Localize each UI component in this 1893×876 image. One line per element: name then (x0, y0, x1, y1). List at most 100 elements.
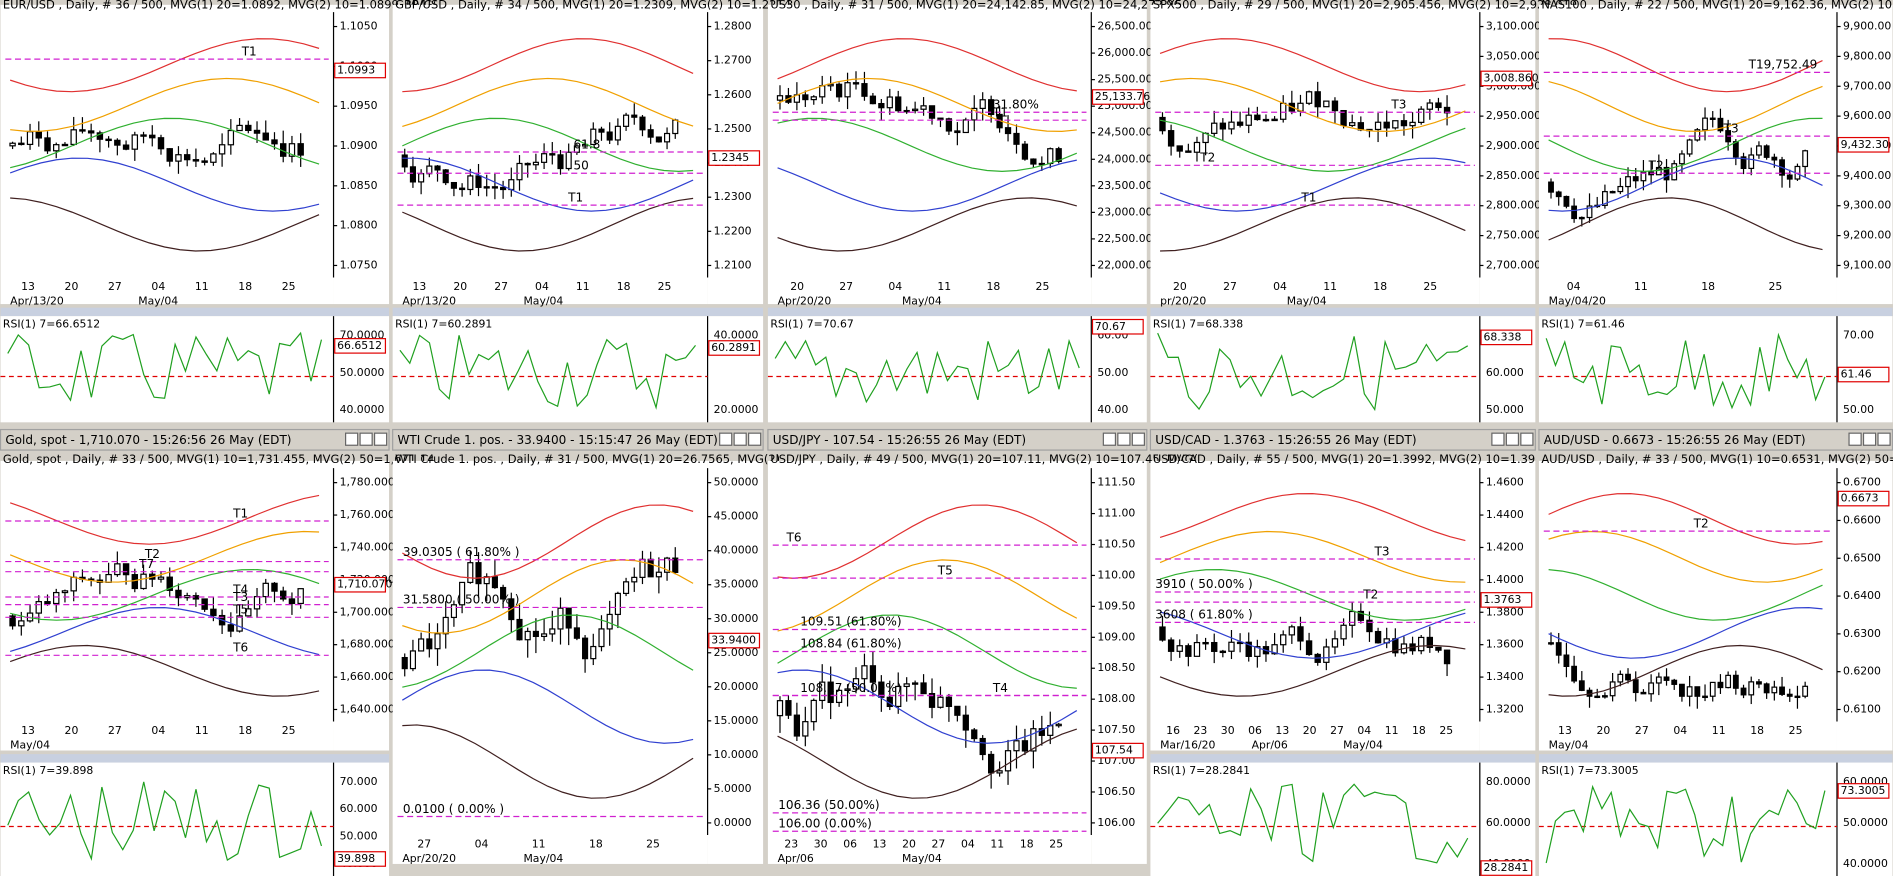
y-tick-label: 111.50 (1097, 476, 1135, 489)
annotation: T6 (232, 641, 248, 655)
y-tick-label: 9,700.00 (1843, 79, 1891, 92)
candle-body (835, 83, 843, 98)
candle-body (631, 114, 638, 118)
y-tick-label: 9,300.00 (1843, 199, 1891, 212)
window-button[interactable] (345, 432, 359, 446)
candle-body (1740, 687, 1747, 696)
candle-body (785, 700, 792, 716)
candle-body (166, 576, 173, 591)
rsi-price-label: 68.338 (1483, 330, 1521, 343)
candle-body (1625, 176, 1631, 188)
window-button[interactable] (1520, 432, 1534, 446)
candle-body (253, 129, 261, 134)
candle-body (1236, 121, 1244, 126)
candle-body (631, 576, 638, 583)
window-button[interactable] (719, 432, 733, 446)
candle-body (878, 681, 885, 698)
window-titlebar (1538, 428, 1893, 451)
x-tick-label: 18 (1750, 724, 1764, 737)
y-tick-label: 25,500.00 (1097, 73, 1152, 86)
y-tick-label: 20.0000 (714, 680, 759, 693)
candle-body (614, 125, 621, 141)
y-tick-label: 1.2600 (714, 88, 752, 101)
candle-body (1254, 646, 1261, 657)
rsi-divider (1150, 754, 1536, 763)
chart-title: US30 , Daily, # 31 / 500, MVG(1) 20=24,1… (770, 0, 1181, 11)
annotation: 3910 ( 50.00% ) (1155, 577, 1252, 591)
candle-body (1374, 630, 1382, 644)
y-tick-label: 26,000.00 (1097, 46, 1152, 59)
moving-average (9, 530, 320, 583)
window-button[interactable] (1862, 432, 1877, 446)
rsi-price-box (1480, 860, 1533, 876)
x-tick-label: 30 (814, 838, 828, 851)
window-button[interactable] (1491, 432, 1505, 446)
chart-title: USD/CAD , Daily, # 55 / 500, MVG(1) 20=1… (1153, 452, 1535, 466)
y-tick-label: 106.50 (1097, 785, 1135, 798)
y-tick-label: 106.00 (1097, 816, 1135, 829)
candle-body (1288, 626, 1296, 636)
window-button[interactable] (373, 432, 388, 446)
y-tick-label: 2,700.000 (1486, 258, 1541, 271)
candle-body (672, 119, 679, 135)
y-tick-label: 22,500.00 (1097, 232, 1152, 245)
x-tick-label: 11 (576, 280, 590, 293)
candle-body (1349, 610, 1356, 626)
window-button[interactable] (359, 432, 373, 446)
candle-body (911, 108, 919, 112)
candle-body (297, 588, 304, 605)
candle-body (647, 558, 654, 578)
candle-body (149, 134, 156, 139)
y-tick-label: 0.6500 (1843, 551, 1881, 564)
window-button[interactable] (1505, 432, 1520, 446)
candle-body (920, 105, 927, 110)
candle-body (895, 685, 902, 708)
candle-body (1717, 681, 1724, 689)
window-button[interactable] (733, 432, 747, 446)
rsi-price-label: 60.2891 (711, 341, 756, 354)
candle-body (475, 562, 482, 585)
moving-average (1548, 569, 1823, 621)
moving-average (402, 197, 694, 252)
y-tick-label: 0.6200 (1843, 665, 1881, 678)
candle-body (35, 131, 42, 139)
x-tick-label: 18 (589, 838, 603, 851)
candle-body (61, 143, 69, 147)
rsi-price-box (1480, 329, 1533, 346)
candle-body (1167, 130, 1175, 147)
rsi-area (1150, 762, 1536, 876)
window-button[interactable] (1877, 432, 1891, 446)
moving-average (402, 157, 694, 212)
y-tick-label: 1,780.000 (340, 476, 395, 489)
annotation: 31.5800 ( 50.00% ) (403, 593, 520, 607)
rsi-line (1157, 783, 1469, 864)
candle-body (1055, 148, 1062, 163)
candle-body (1176, 145, 1183, 152)
x-tick-label: 27 (417, 838, 431, 851)
y-tick-label: 1.3400 (1486, 670, 1524, 683)
y-tick-label: 110.50 (1097, 538, 1135, 551)
window-button[interactable] (1848, 432, 1862, 446)
rsi-tick-label: 70.000 (340, 775, 378, 788)
candle-body (1013, 740, 1020, 752)
rsi-line (1545, 784, 1826, 864)
window-button[interactable] (1102, 432, 1117, 446)
annotation: 50 (573, 159, 588, 173)
candle-body (1047, 148, 1054, 165)
window-button[interactable] (748, 432, 762, 446)
candle-body (524, 630, 531, 641)
candle-body (426, 638, 433, 650)
moving-average (777, 38, 1077, 92)
y-tick-label: 1.1050 (340, 20, 378, 33)
x-period-label: May/04 (1343, 739, 1383, 752)
candle-body (598, 128, 605, 133)
window-button[interactable] (1131, 432, 1145, 446)
moving-average (1159, 611, 1466, 659)
y-tick-label: 40.0000 (714, 544, 759, 557)
candle-body (639, 116, 646, 131)
y-tick-label: 1.4000 (1486, 573, 1524, 586)
y-tick-label: 3,100.000 (1486, 20, 1541, 33)
window-button[interactable] (1117, 432, 1131, 446)
rsi-line (399, 334, 696, 410)
candle-body (1400, 120, 1408, 127)
